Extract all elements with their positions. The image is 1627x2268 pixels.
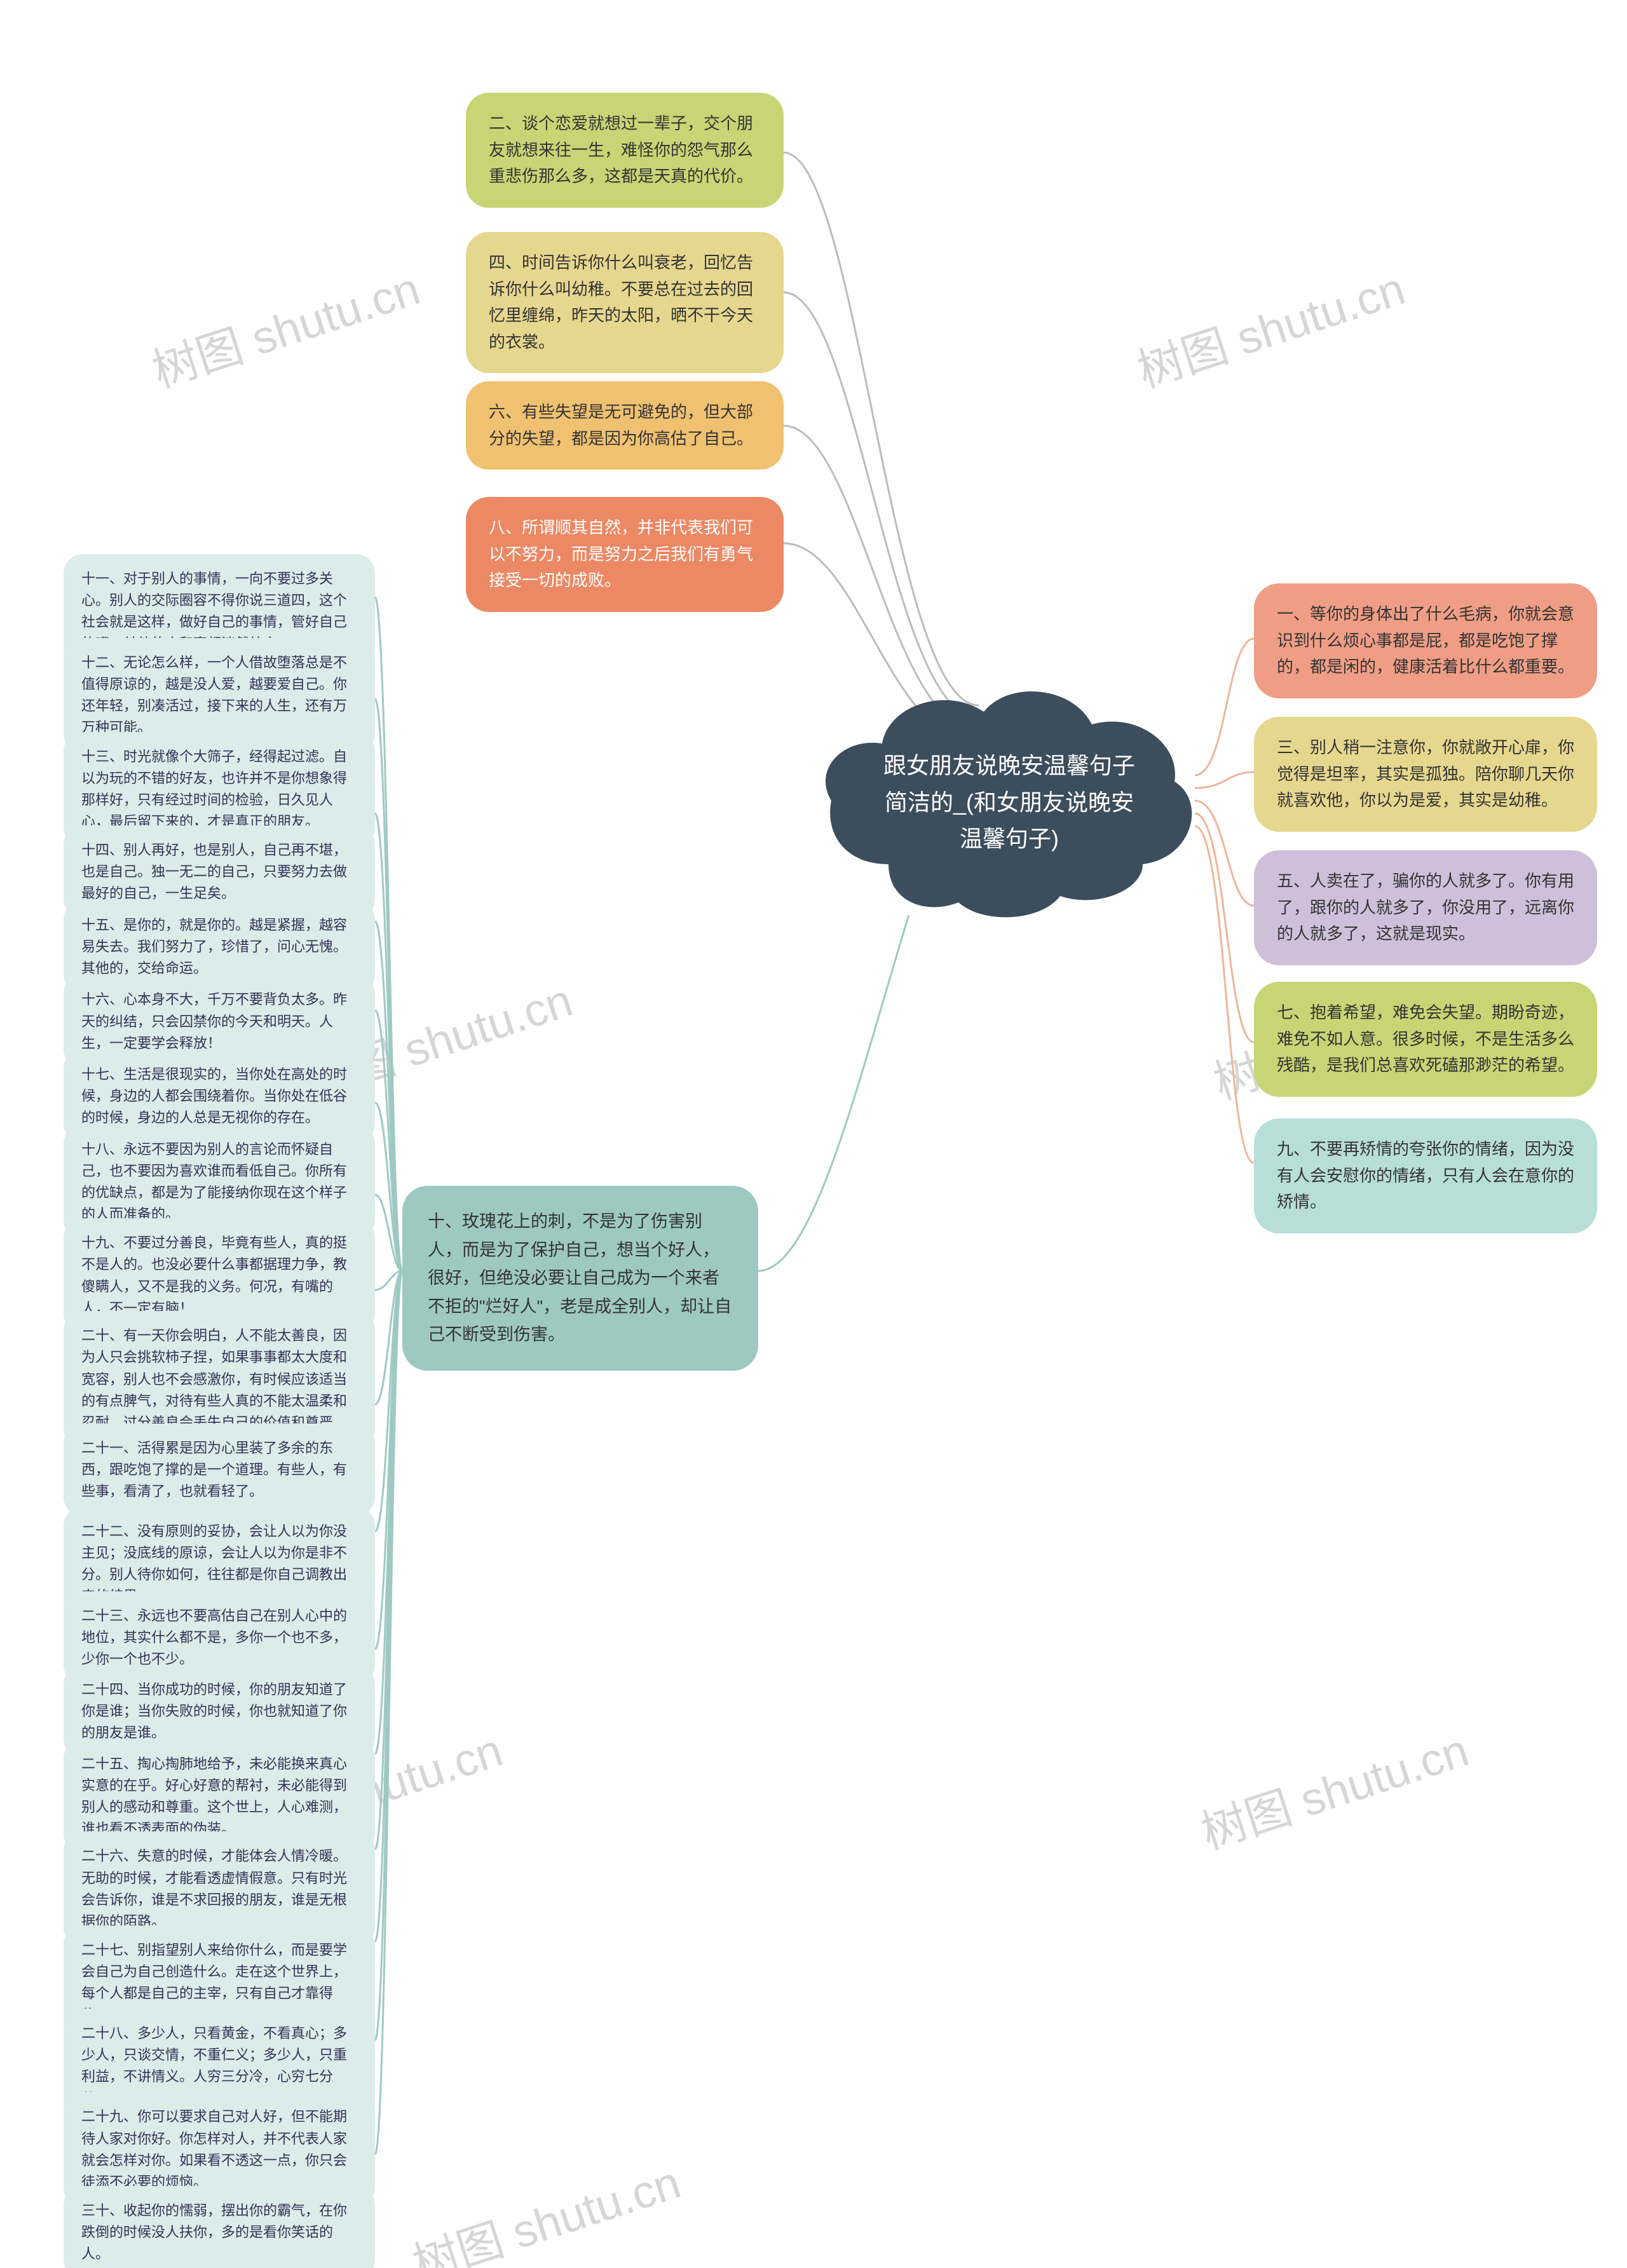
node-8: 八、所谓顺其自然，并非代表我们可以不努力，而是努力之后我们有勇气接受一切的成败。 (466, 497, 784, 612)
node-3: 三、别人稍一注意你，你就敞开心扉，你觉得是坦率，其实是孤独。陪你聊几天你就喜欢他… (1254, 717, 1597, 832)
node-5: 五、人卖在了，骗你的人就多了。你有用了，跟你的人就多了，你没用了，远离你的人就多… (1254, 850, 1597, 965)
node-7: 七、抱着希望，难免会失望。期盼奇迹，难免不如人意。很多时候，不是生活多么残酷，是… (1254, 982, 1597, 1097)
node-4: 四、时间告诉你什么叫衰老，回忆告诉你什么叫幼稚。不要总在过去的回忆里缠绵，昨天的… (466, 232, 784, 373)
node-6: 六、有些失望是无可避免的，但大部分的失望，都是因为你高估了自己。 (466, 381, 784, 470)
center-title: 跟女朋友说晚安温馨句子 简洁的_(和女朋友说晚安 温馨句子) (819, 747, 1200, 857)
node-10: 十、玫瑰花上的刺，不是为了伤害别人，而是为了保护自己，想当个好人，很好，但绝没必… (402, 1186, 758, 1371)
node-1: 一、等你的身体出了什么毛病，你就会意识到什么烦心事都是屁，都是吃饱了撑的，都是闲… (1254, 583, 1597, 698)
watermark: 树图 shutu.cn (142, 251, 426, 400)
watermark: 树图 shutu.cn (1191, 1713, 1475, 1862)
node-9: 九、不要再矫情的夸张你的情绪，因为没有人会安慰你的情绪，只有人会在意你的矫情。 (1254, 1118, 1597, 1233)
node-30: 三十、收起你的懦弱，摆出你的霸气，在你跌倒的时候没人扶你，多的是看你笑话的人。 (64, 2186, 375, 2268)
node-2: 二、谈个恋爱就想过一辈子，交个朋友就想来往一生，难怪你的怨气那么重悲伤那么多，这… (466, 93, 784, 208)
watermark: 树图 shutu.cn (403, 2145, 687, 2268)
mindmap-canvas: { "canvas": { "w": 2560, "h": 3569, "bg"… (0, 0, 1627, 2268)
node-21: 二十一、活得累是因为心里装了多余的东西，跟吃饱了撑的是一个道理。有些人，有些事，… (64, 1423, 375, 1516)
watermark: 树图 shutu.cn (1127, 251, 1412, 400)
